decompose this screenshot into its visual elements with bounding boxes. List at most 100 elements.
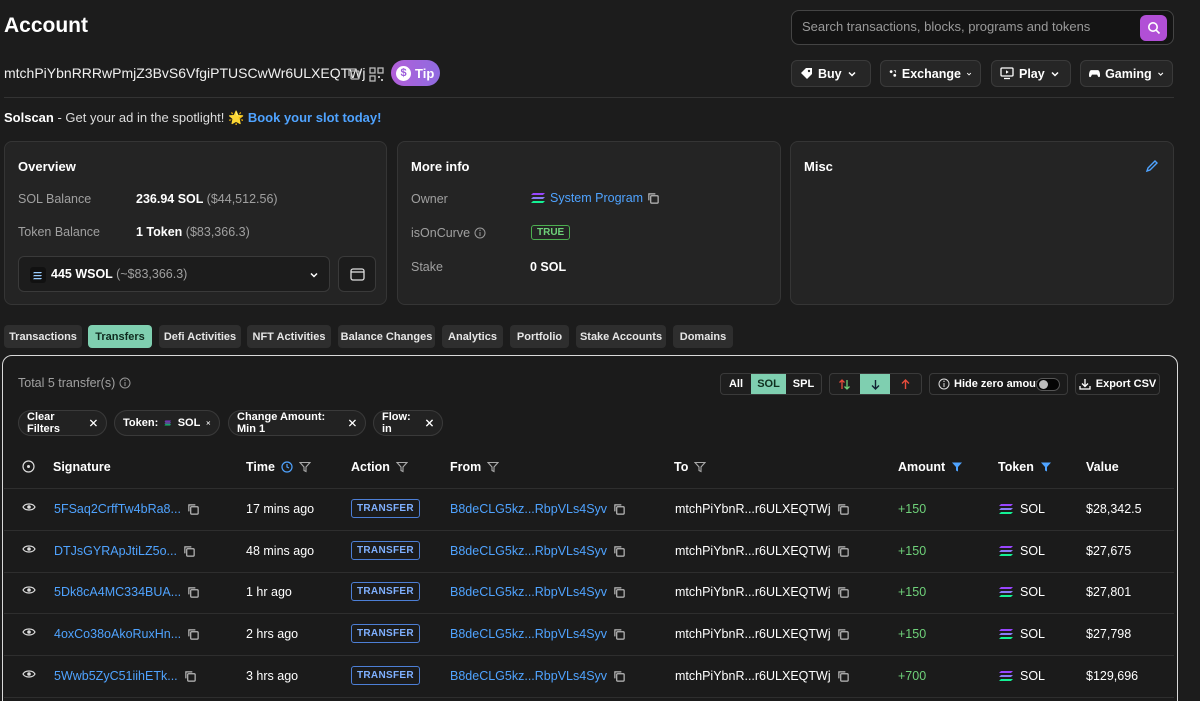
tab-transactions[interactable]: Transactions [4, 325, 82, 348]
copy-icon[interactable] [613, 628, 626, 641]
table-row-signature[interactable]: 5Dk8cA4MC334BUA... [54, 585, 200, 599]
play-button[interactable]: Play [991, 60, 1071, 87]
table-row-token[interactable]: SOL [998, 627, 1045, 641]
copy-icon[interactable] [837, 670, 850, 683]
filter-all[interactable]: All [728, 378, 744, 390]
col-action[interactable]: Action [351, 460, 408, 474]
tab-analytics[interactable]: Analytics [442, 325, 503, 348]
view-details-button[interactable] [22, 669, 36, 679]
tab-defi-activities[interactable]: Defi Activities [159, 325, 241, 348]
signature-link[interactable]: DTJsGYRApJtiLZ5o... [54, 544, 177, 558]
copy-icon[interactable] [613, 586, 626, 599]
tab-domains[interactable]: Domains [673, 325, 733, 348]
filter-active-icon[interactable] [951, 461, 963, 473]
eye-icon[interactable] [22, 669, 36, 679]
table-row-from[interactable]: B8deCLG5kz...RbpVLs4Syv [450, 669, 626, 683]
copy-icon[interactable] [837, 628, 850, 641]
flow-both-button[interactable] [830, 374, 860, 394]
tip-button[interactable]: $ Tip [391, 60, 440, 86]
hide-zero-toggle[interactable]: Hide zero amount [929, 373, 1068, 395]
search-input[interactable] [802, 19, 1132, 34]
filter-icon[interactable] [395, 461, 408, 473]
eye-icon[interactable] [22, 544, 36, 554]
col-token[interactable]: Token [998, 460, 1052, 474]
search-bar[interactable] [791, 10, 1174, 45]
close-icon[interactable] [425, 418, 434, 428]
filter-icon[interactable] [694, 461, 707, 473]
col-amount[interactable]: Amount [898, 460, 963, 474]
signature-link[interactable]: 5FSaq2CrffTw4bRa8... [54, 502, 181, 516]
table-row-signature[interactable]: DTJsGYRApJtiLZ5o... [54, 544, 196, 558]
from-address-link[interactable]: B8deCLG5kz...RbpVLs4Syv [450, 627, 608, 641]
wallet-button[interactable] [338, 256, 376, 292]
copy-icon[interactable] [837, 545, 850, 558]
table-row-signature[interactable]: 5Wwb5ZyC51iihETk... [54, 669, 197, 683]
owner-link[interactable]: System Program [530, 191, 660, 205]
filter-spl[interactable]: SPL [792, 378, 815, 390]
filter-icon[interactable] [487, 461, 500, 473]
gaming-button[interactable]: Gaming [1080, 60, 1173, 87]
from-address-link[interactable]: B8deCLG5kz...RbpVLs4Syv [450, 502, 608, 516]
change-amount-chip[interactable]: Change Amount: Min 1 [228, 410, 366, 436]
copy-icon[interactable] [647, 192, 660, 205]
copy-icon[interactable] [613, 670, 626, 683]
table-row-signature[interactable]: 5FSaq2CrffTw4bRa8... [54, 502, 200, 516]
copy-icon[interactable] [837, 586, 850, 599]
copy-icon[interactable] [184, 670, 197, 683]
col-from[interactable]: From [450, 460, 500, 474]
toggle-switch[interactable] [1036, 378, 1060, 391]
col-to[interactable]: To [674, 460, 707, 474]
table-row-token[interactable]: SOL [998, 669, 1045, 683]
view-details-button[interactable] [22, 544, 36, 554]
search-button[interactable] [1140, 15, 1167, 41]
edit-pencil-icon[interactable] [1145, 159, 1159, 173]
copy-address-button[interactable] [345, 65, 363, 83]
filter-icon[interactable] [298, 461, 311, 473]
view-details-button[interactable] [22, 627, 36, 637]
tab-stake-accounts[interactable]: Stake Accounts [576, 325, 666, 348]
clock-icon[interactable] [281, 461, 293, 473]
copy-icon[interactable] [613, 545, 626, 558]
table-row-from[interactable]: B8deCLG5kz...RbpVLs4Syv [450, 544, 626, 558]
exchange-button[interactable]: Exchange [880, 60, 981, 87]
from-address-link[interactable]: B8deCLG5kz...RbpVLs4Syv [450, 669, 608, 683]
copy-icon[interactable] [837, 503, 850, 516]
tab-nft-activities[interactable]: NFT Activities [247, 325, 331, 348]
token-filter-chip[interactable]: Token: SOL [114, 410, 220, 436]
view-details-button[interactable] [22, 585, 36, 595]
table-row-from[interactable]: B8deCLG5kz...RbpVLs4Syv [450, 585, 626, 599]
from-address-link[interactable]: B8deCLG5kz...RbpVLs4Syv [450, 585, 608, 599]
filter-sol[interactable]: SOL [751, 374, 786, 394]
close-icon[interactable] [348, 418, 357, 428]
buy-button[interactable]: Buy [791, 60, 871, 87]
flow-chip[interactable]: Flow: in [373, 410, 443, 436]
signature-link[interactable]: 5Dk8cA4MC334BUA... [54, 585, 182, 599]
tab-portfolio[interactable]: Portfolio [510, 325, 569, 348]
view-details-button[interactable] [22, 502, 36, 512]
col-time[interactable]: Time [246, 460, 311, 474]
table-row-token[interactable]: SOL [998, 585, 1045, 599]
eye-icon[interactable] [22, 627, 36, 637]
eye-icon[interactable] [22, 502, 36, 512]
tab-balance-changes[interactable]: Balance Changes [338, 325, 435, 348]
clear-filters-chip[interactable]: Clear Filters [18, 410, 107, 436]
signature-link[interactable]: 4oxCo38oAkoRuxHn... [54, 627, 182, 641]
eye-icon[interactable] [22, 585, 36, 595]
token-select[interactable]: 445 WSOL (~$83,366.3) [18, 256, 330, 292]
signature-link[interactable]: 5Wwb5ZyC51iihETk... [54, 669, 178, 683]
tab-transfers[interactable]: Transfers [88, 325, 152, 348]
table-row-token[interactable]: SOL [998, 544, 1045, 558]
table-row-token[interactable]: SOL [998, 502, 1045, 516]
ad-link[interactable]: Book your slot today! [247, 110, 382, 125]
table-row-signature[interactable]: 4oxCo38oAkoRuxHn... [54, 627, 200, 641]
flow-in-button[interactable] [859, 374, 891, 394]
from-address-link[interactable]: B8deCLG5kz...RbpVLs4Syv [450, 544, 608, 558]
copy-icon[interactable] [613, 503, 626, 516]
close-icon[interactable] [89, 418, 98, 428]
filter-active-icon[interactable] [1040, 461, 1052, 473]
close-icon[interactable] [206, 418, 211, 428]
copy-icon[interactable] [183, 545, 196, 558]
qr-code-button[interactable] [367, 65, 385, 83]
copy-icon[interactable] [187, 628, 200, 641]
table-row-from[interactable]: B8deCLG5kz...RbpVLs4Syv [450, 502, 626, 516]
